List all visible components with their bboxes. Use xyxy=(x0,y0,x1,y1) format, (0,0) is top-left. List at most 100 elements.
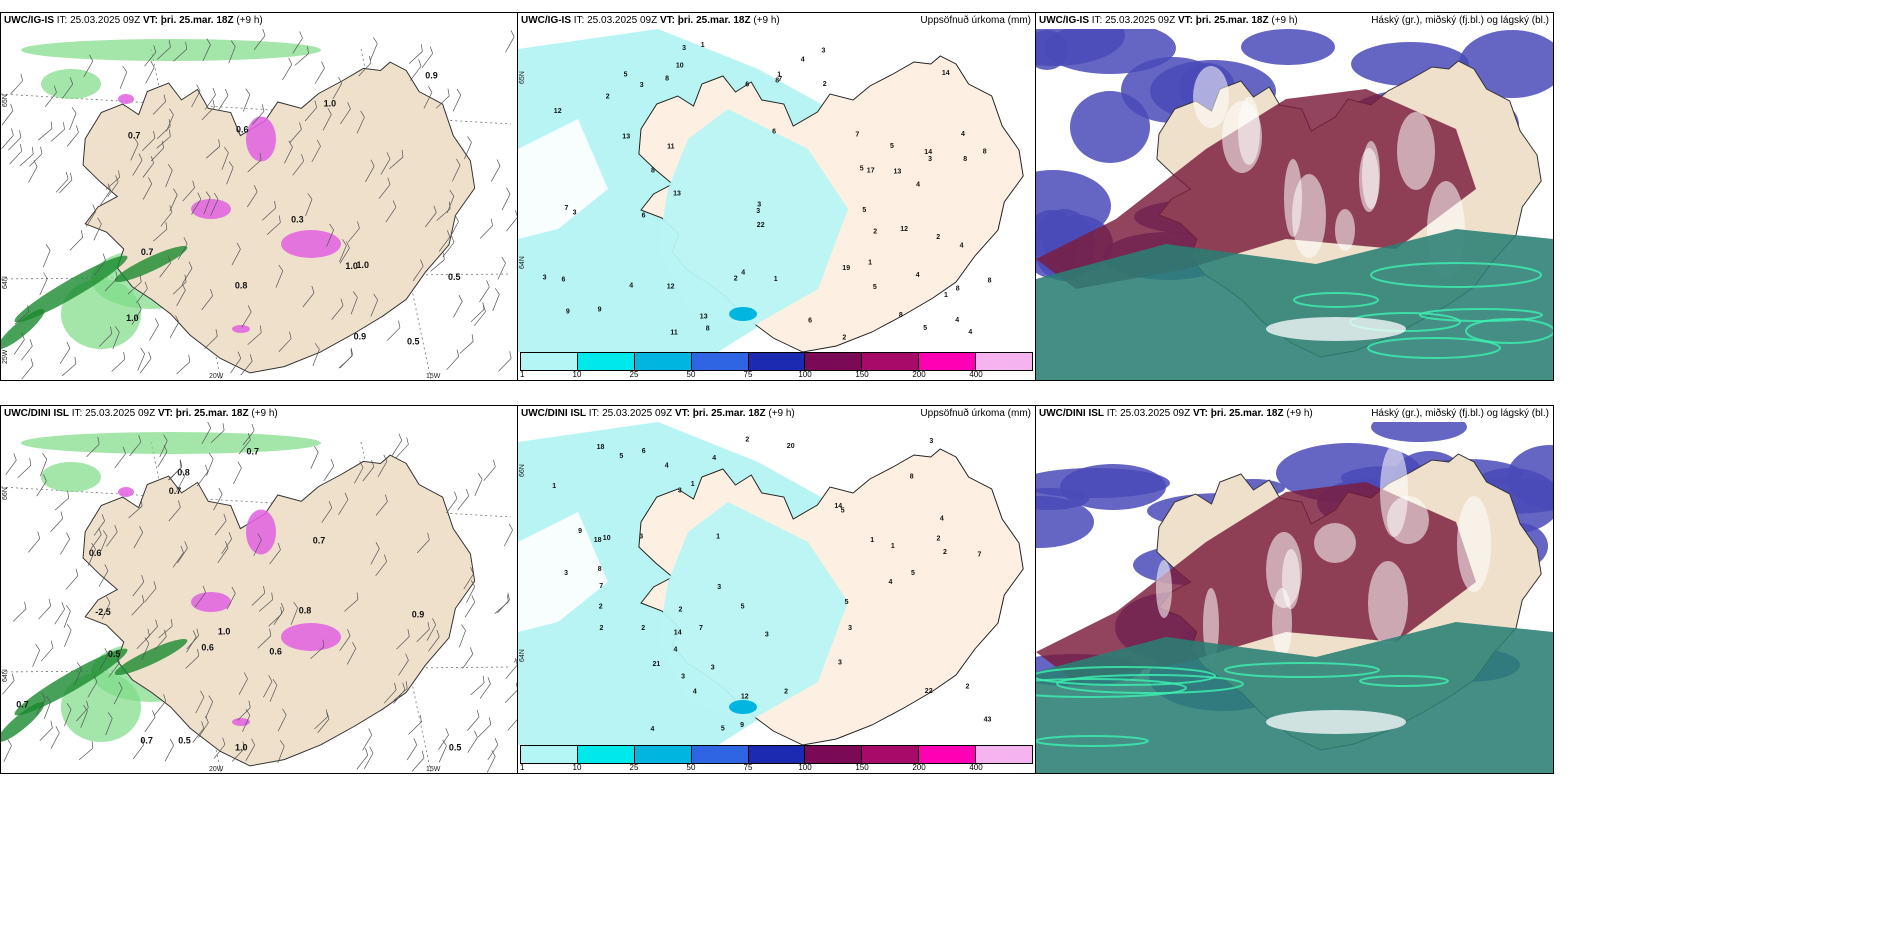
wind-value-label: 0.8 xyxy=(177,468,190,478)
wind-barb xyxy=(99,530,108,554)
wind-barb xyxy=(241,305,252,328)
wind-barb xyxy=(240,354,253,376)
precip-value-label: 14 xyxy=(924,149,932,156)
low-cloud-edge xyxy=(1370,262,1542,288)
wind-barb xyxy=(490,159,501,182)
wind-barb xyxy=(132,737,145,760)
precip-value-label: 4 xyxy=(651,726,655,733)
low-cloud-edge xyxy=(1036,678,1187,698)
precip-value-label: 5 xyxy=(923,325,927,332)
lat-label: 64N xyxy=(2,276,9,289)
precip-value-label: 3 xyxy=(573,210,577,217)
precip-value-label: 2 xyxy=(599,604,603,611)
wind-barb xyxy=(133,525,144,549)
wind-barb xyxy=(436,201,451,221)
wind-barb xyxy=(393,681,408,701)
snow-area xyxy=(281,623,341,651)
wind-barb xyxy=(339,239,347,263)
panel-r1-precip: UWC/IG-IS IT: 25.03.2025 09Z VT: þri. 25… xyxy=(517,12,1036,381)
vt-label: VT: xyxy=(157,408,173,419)
precip-value-label: 6 xyxy=(745,82,749,89)
precip-value-label: 14 xyxy=(942,70,950,77)
precip-max xyxy=(729,700,757,714)
wind-value-label: 1.0 xyxy=(345,261,358,271)
snow-area xyxy=(281,230,341,258)
colorbar-tick: 25 xyxy=(629,763,639,772)
wind-barb xyxy=(277,740,285,764)
wind-barb xyxy=(340,102,351,125)
precip-value-label: 3 xyxy=(678,487,682,494)
precip-value-label: 2 xyxy=(873,229,877,236)
colorbar-swatch xyxy=(862,353,920,370)
colorbar-swatch xyxy=(805,746,863,763)
wind-barb xyxy=(423,85,433,109)
colorbar-swatch xyxy=(634,353,692,370)
dry-area xyxy=(518,512,608,632)
colorbar-tick: 100 xyxy=(798,763,812,772)
wind-barb xyxy=(470,675,485,696)
wind-map: 66N 64N 20W 15W 0.5 0.7 0.7 0.6 0.8 0.7 0.6 1.0 0.5 0… xyxy=(1,422,517,773)
vt-value: þri. 25.mar. 18Z xyxy=(692,408,766,419)
wind-barb xyxy=(507,716,517,731)
precip-band xyxy=(41,69,101,99)
wind-value-label: -2.5 xyxy=(95,607,111,617)
wind-barb xyxy=(245,738,256,761)
it-label: IT: xyxy=(1106,408,1118,419)
wind-barb xyxy=(231,741,245,762)
precip-band xyxy=(61,672,141,742)
model-name: UWC/IG-IS xyxy=(521,15,571,26)
precip-value-label: 1 xyxy=(691,481,695,488)
wind-barb xyxy=(228,40,236,64)
wind-barb xyxy=(28,160,38,183)
wind-barb xyxy=(226,586,236,610)
wind-barb xyxy=(157,444,168,468)
colorbar-tick: 10 xyxy=(572,763,582,772)
wind-barb xyxy=(42,244,51,268)
precip-value-label: 3 xyxy=(765,632,769,639)
wind-barb xyxy=(213,487,223,511)
precip-value-label: 10 xyxy=(603,535,611,542)
wind-barb xyxy=(129,434,142,457)
precip-value-label: 14 xyxy=(834,503,842,510)
cloud-gap xyxy=(1282,549,1300,609)
precip-value-label: 3 xyxy=(564,570,568,577)
colorbar-swatch xyxy=(805,353,863,370)
precip-value-label: 3 xyxy=(929,438,933,445)
wind-barb xyxy=(185,648,200,669)
precip-value-label: 8 xyxy=(665,76,669,83)
wind-barb xyxy=(176,354,191,375)
precip-value-label: 18 xyxy=(594,537,602,544)
wind-barb xyxy=(408,714,422,735)
wind-barb xyxy=(142,177,153,200)
wind-value-label: 0.5 xyxy=(108,649,121,659)
wind-barb xyxy=(69,107,77,131)
colorbar-swatch xyxy=(691,353,749,370)
wind-barb xyxy=(380,152,391,175)
precip-value-label: 4 xyxy=(674,647,678,654)
colorbar-swatch xyxy=(748,353,806,370)
wind-barb xyxy=(80,704,88,728)
colorbar-tick: 150 xyxy=(855,370,869,379)
wind-barb xyxy=(182,180,195,202)
colorbar-tick: 100 xyxy=(798,370,812,379)
cloud-gap xyxy=(1238,97,1260,165)
wind-barb xyxy=(428,629,440,652)
wind-barb xyxy=(169,188,178,212)
precip-value-label: 22 xyxy=(757,222,765,229)
wind-value-label: 0.7 xyxy=(313,536,326,546)
wind-barb xyxy=(314,61,325,84)
wind-barb xyxy=(66,125,79,147)
wind-barb xyxy=(159,256,171,278)
wind-barb xyxy=(86,204,97,227)
precip-value-label: 5 xyxy=(890,143,894,150)
wind-barb xyxy=(141,130,156,152)
wind-barb xyxy=(290,601,299,625)
it-label: IT: xyxy=(588,408,600,419)
wind-barb xyxy=(29,146,43,167)
wind-barb xyxy=(411,750,425,772)
wind-barb xyxy=(425,205,437,228)
wind-barb xyxy=(154,694,167,716)
wind-barb xyxy=(370,37,378,61)
cloud-gap xyxy=(1380,445,1408,537)
wind-barb xyxy=(2,673,15,695)
